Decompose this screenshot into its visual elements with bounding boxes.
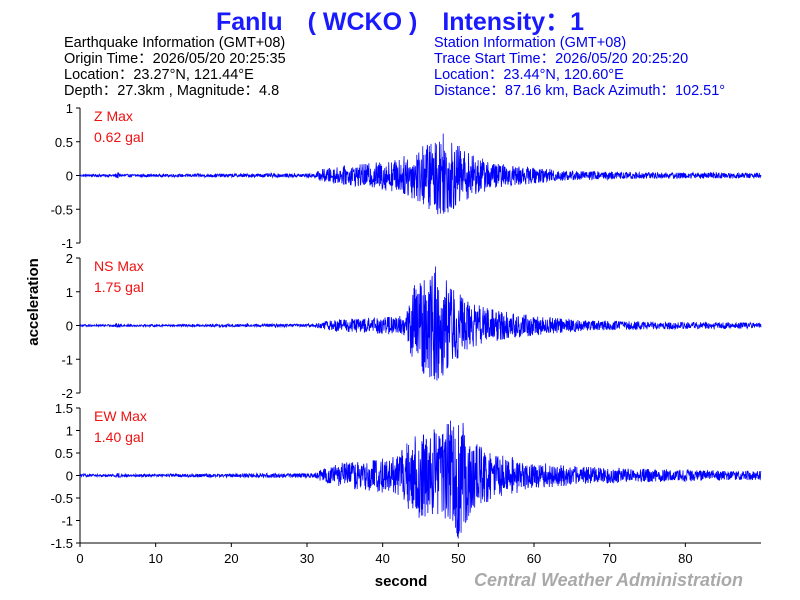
y-tick-label: 1.5 xyxy=(55,401,73,416)
station-info-heading: Station Information (GMT+08) xyxy=(434,35,627,51)
earthquake-info: Earthquake Information (GMT+08) Origin T… xyxy=(64,35,286,99)
x-axis-label: second xyxy=(375,573,428,590)
station-location: Location：23.44°N, 120.60°E xyxy=(434,67,624,83)
y-tick-label: 1 xyxy=(66,285,73,300)
x-tick-label: 10 xyxy=(148,551,162,566)
x-axis: 0 10 20 30 40 50 60 70 80 second xyxy=(76,542,761,590)
panel-ns: 2 1 0 -1 -2 NS Max 1.75 gal xyxy=(61,251,762,401)
y-tick-label: -0.5 xyxy=(51,491,73,506)
trace-start-time: Trace Start Time：2026/05/20 20:25:20 xyxy=(434,51,689,67)
y-tick-label: -2 xyxy=(61,386,73,401)
chart-title: Fanlu ( WCKO ) Intensity：1 xyxy=(215,8,585,36)
earthquake-info-heading: Earthquake Information (GMT+08) xyxy=(64,35,286,51)
y-tick-label: 2 xyxy=(66,251,73,266)
max-label: Z Max xyxy=(94,108,133,124)
depth-magnitude: Depth：27.3km , Magnitude：4.8 xyxy=(64,83,280,99)
y-tick-label: 0.5 xyxy=(55,446,73,461)
y-tick-label: 1 xyxy=(66,424,73,439)
x-tick-label: 30 xyxy=(300,551,314,566)
max-value: 1.40 gal xyxy=(94,429,144,445)
x-tick-label: 60 xyxy=(527,551,541,566)
y-tick-label: 0 xyxy=(66,169,73,184)
panel-z: 1 0.5 0 -0.5 -1 Z Max 0.62 gal xyxy=(51,101,762,251)
y-tick-label: 1 xyxy=(66,101,73,116)
max-value: 1.75 gal xyxy=(94,279,144,295)
trace-ew xyxy=(79,420,762,539)
max-label: EW Max xyxy=(94,408,147,424)
y-axis-label: acceleration xyxy=(25,258,42,346)
y-tick-label: -1 xyxy=(61,236,73,251)
distance-azimuth: Distance：87.16 km, Back Azimuth：102.51° xyxy=(434,83,726,99)
epicenter-location: Location：23.27°N, 121.44°E xyxy=(64,67,254,83)
credit-text: Central Weather Administration xyxy=(474,570,744,590)
x-tick-label: 20 xyxy=(224,551,238,566)
x-tick-label: 40 xyxy=(375,551,389,566)
x-tick-label: 50 xyxy=(451,551,465,566)
max-value: 0.62 gal xyxy=(94,129,144,145)
y-tick-label: -0.5 xyxy=(51,202,73,217)
y-tick-label: -1 xyxy=(61,352,73,367)
trace-ns xyxy=(79,266,762,381)
y-tick-label: -1.5 xyxy=(51,536,73,551)
y-tick-label: 0.5 xyxy=(55,135,73,150)
max-label: NS Max xyxy=(94,258,144,274)
trace-z xyxy=(79,133,762,215)
y-tick-label: 0 xyxy=(66,319,73,334)
x-tick-label: 80 xyxy=(678,551,692,566)
y-tick-label: 0 xyxy=(66,469,73,484)
station-info: Station Information (GMT+08) Trace Start… xyxy=(434,35,725,99)
panel-ew: 1.5 1 0.5 0 -0.5 -1 -1.5 EW Max 1.40 gal xyxy=(51,401,762,551)
origin-time: Origin Time：2026/05/20 20:25:35 xyxy=(64,51,286,67)
y-tick-label: -1 xyxy=(61,514,73,529)
x-tick-label: 70 xyxy=(602,551,616,566)
x-tick-label: 0 xyxy=(76,551,83,566)
